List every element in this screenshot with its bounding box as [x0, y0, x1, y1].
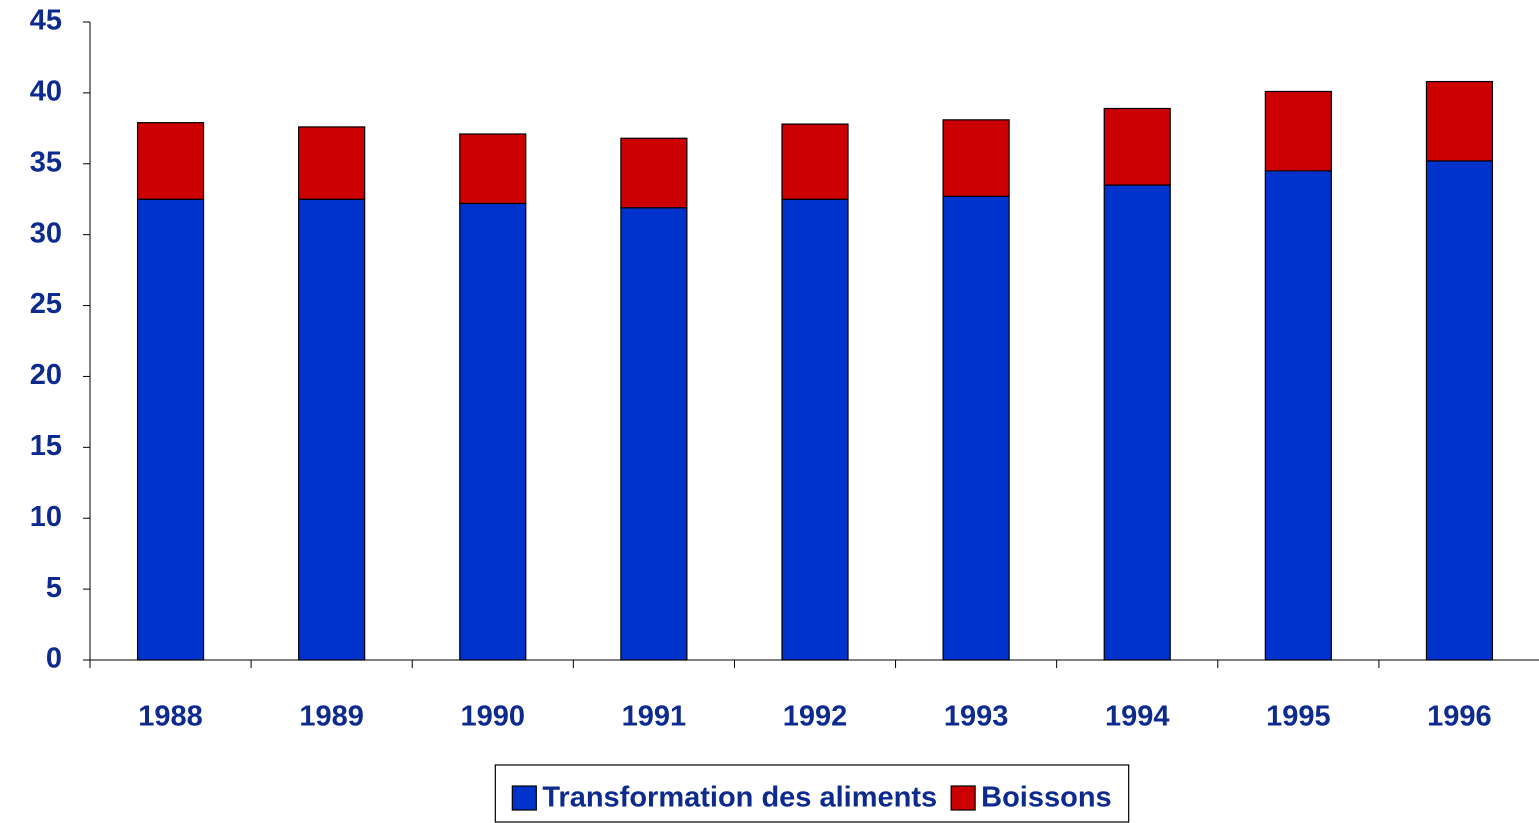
bar-segment: [298, 198, 366, 661]
x-tick-label: 1994: [1105, 701, 1170, 733]
bar-segment: [459, 133, 527, 205]
x-tick-label: 1993: [944, 701, 1009, 733]
x-tick-label: 1990: [461, 701, 526, 733]
y-tick-label: 10: [30, 501, 62, 533]
legend-label: Boissons: [981, 782, 1112, 814]
y-tick-label: 0: [46, 643, 62, 675]
x-tick-label: 1996: [1427, 701, 1492, 733]
y-tick-label: 30: [30, 217, 62, 249]
x-tick-label: 1995: [1266, 701, 1331, 733]
bar-segment: [781, 198, 849, 661]
y-tick-label: 5: [46, 572, 62, 604]
x-tick-label: 1992: [783, 701, 848, 733]
bar-segment: [1425, 160, 1494, 661]
bar-segment: [1425, 80, 1494, 162]
y-tick-label: 25: [30, 288, 62, 320]
bar-segment: [781, 123, 849, 200]
bar-segment: [136, 198, 205, 661]
bar-segment: [1103, 107, 1171, 186]
bar-segment: [1264, 170, 1332, 661]
legend-label: Transformation des aliments: [542, 782, 937, 814]
x-tick-label: 1989: [299, 701, 364, 733]
y-tick-label: 40: [30, 76, 62, 108]
x-tick-label: 1988: [138, 701, 203, 733]
bar-segment: [942, 195, 1010, 661]
y-tick-label: 35: [30, 146, 62, 178]
legend-swatch: [950, 785, 976, 811]
bar-segment: [620, 137, 688, 209]
y-tick-label: 20: [30, 359, 62, 391]
y-tick-label: 15: [30, 430, 62, 462]
bar-segment: [620, 207, 688, 661]
bar-segment: [136, 122, 205, 200]
legend-swatch: [511, 785, 537, 811]
bar-segment: [1103, 184, 1171, 661]
legend-box: [494, 764, 1130, 823]
bar-segment: [459, 202, 527, 661]
bar-segment: [298, 126, 366, 200]
y-tick-label: 45: [30, 5, 62, 37]
bar-segment: [1264, 90, 1332, 172]
bar-segment: [942, 119, 1010, 197]
x-tick-label: 1991: [622, 701, 687, 733]
